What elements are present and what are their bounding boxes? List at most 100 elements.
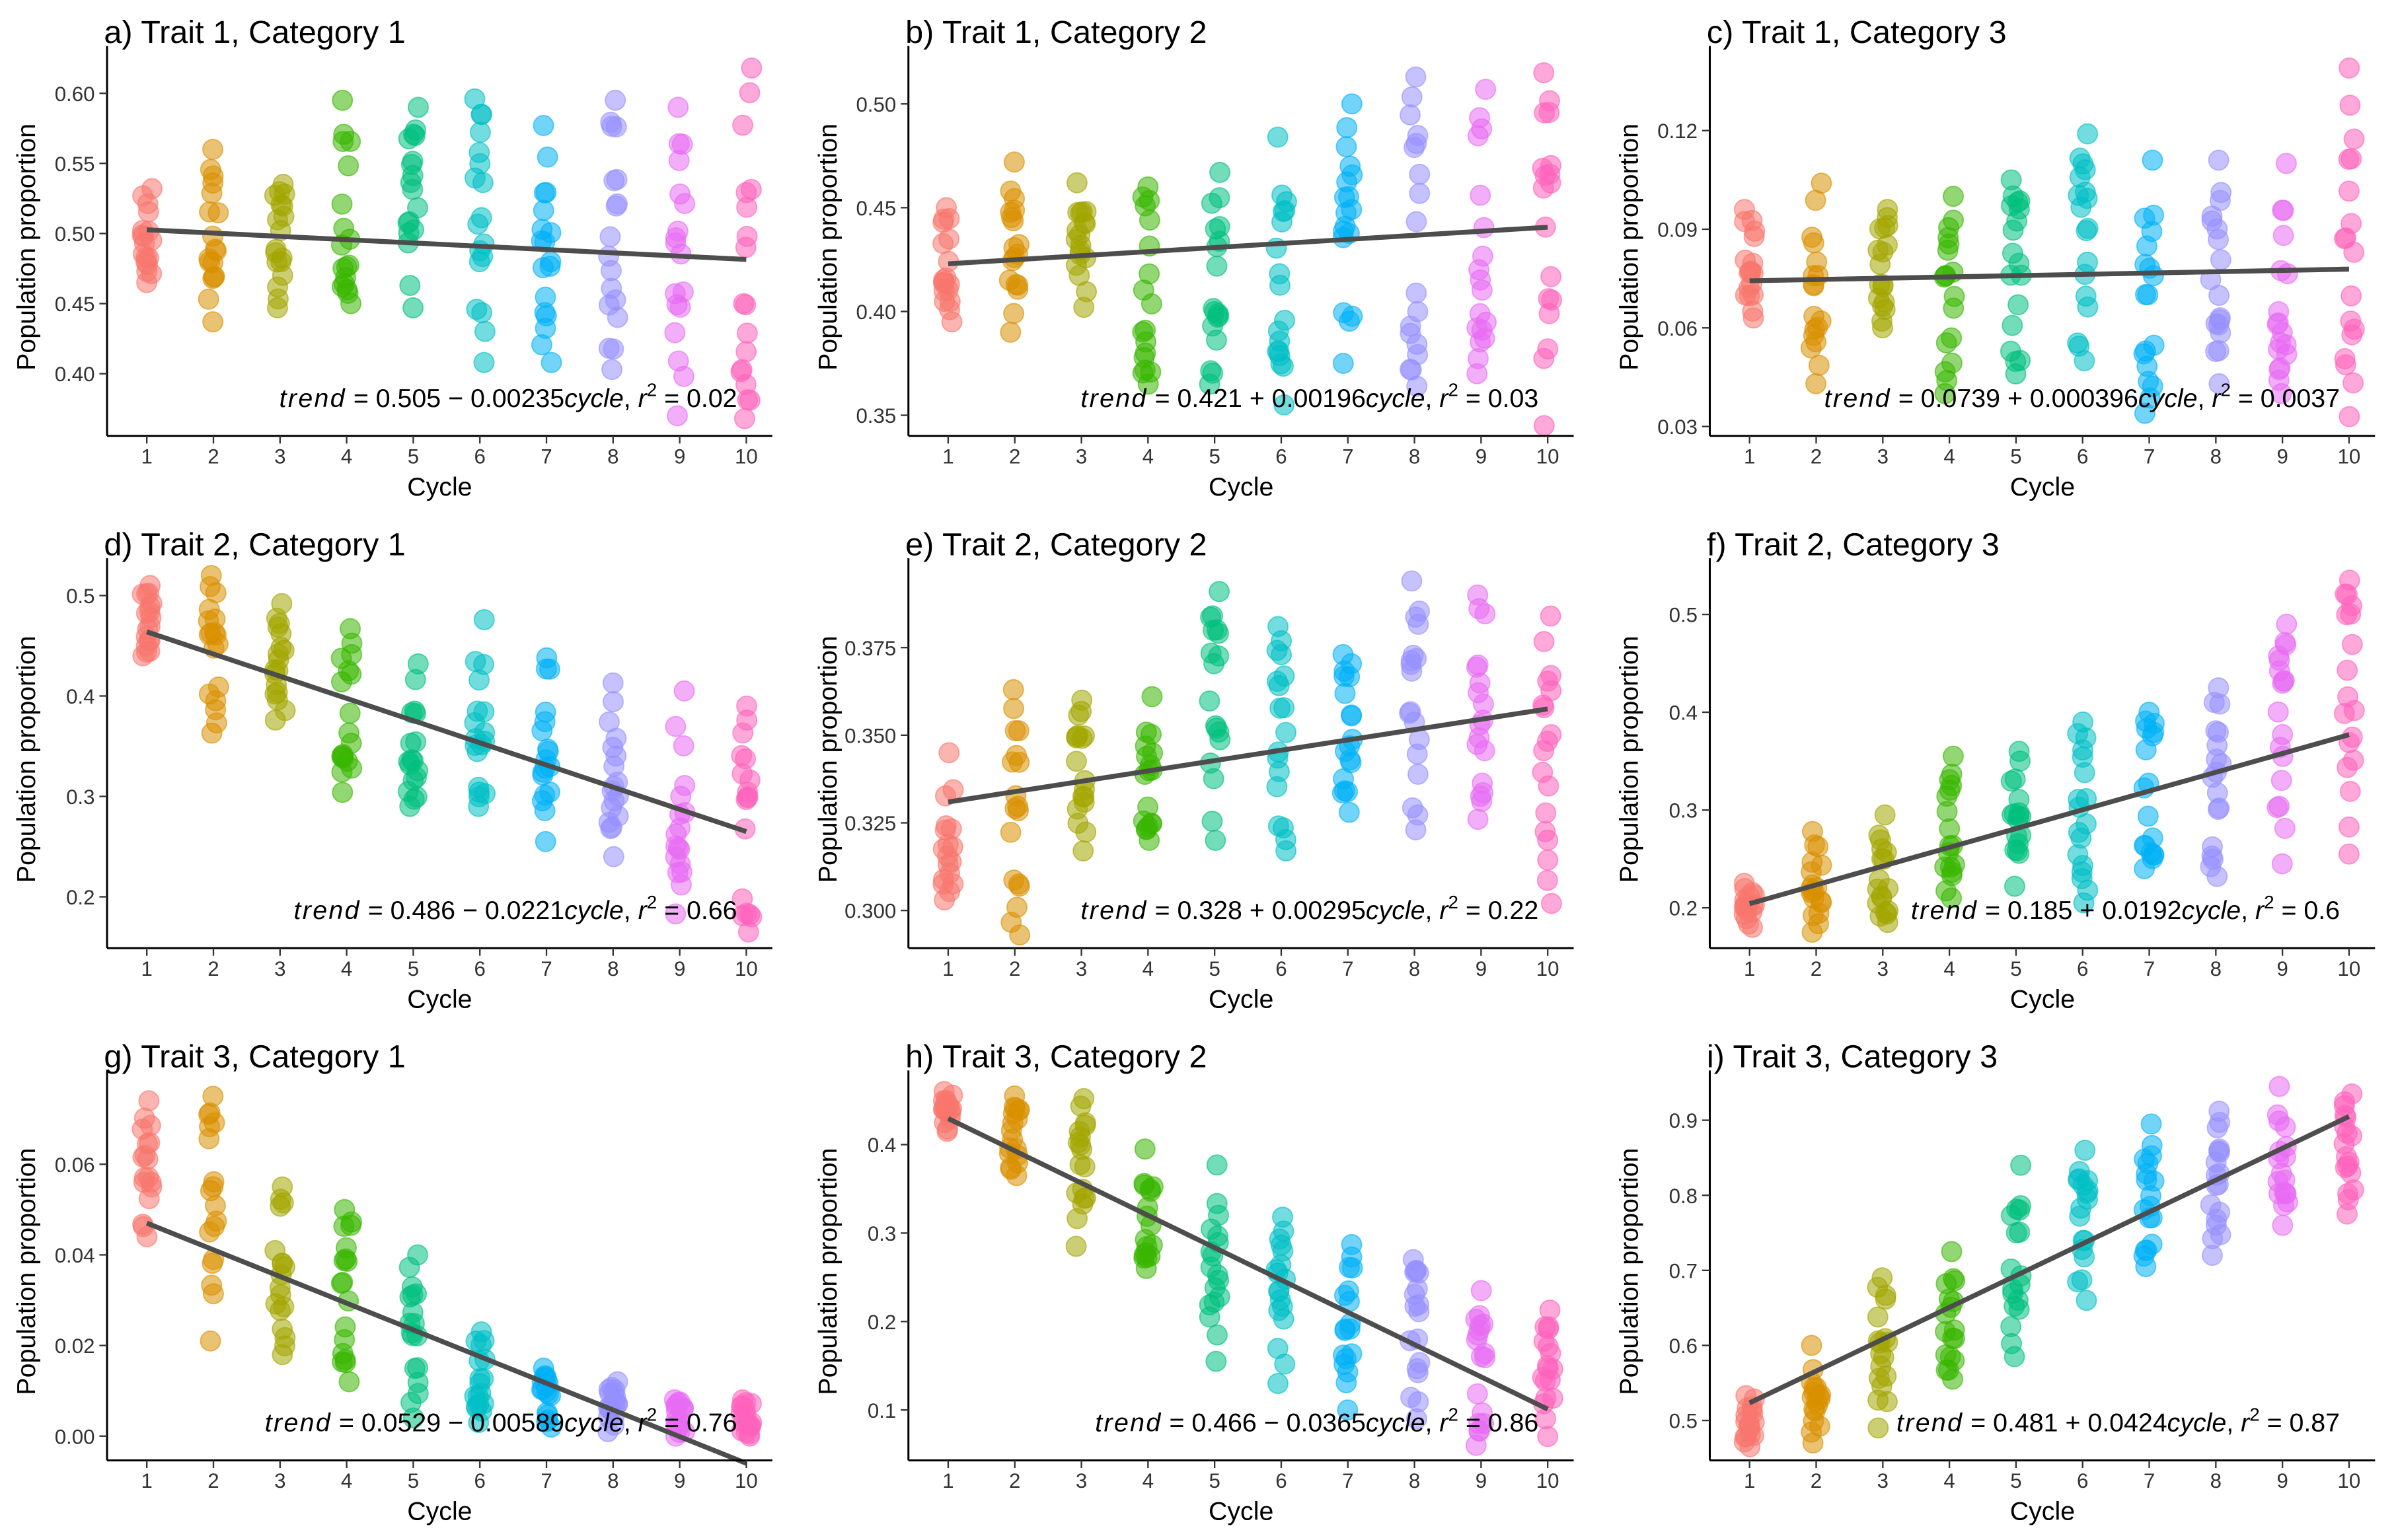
data-point: [2009, 1222, 2031, 1243]
data-point: [1075, 821, 1097, 843]
data-point: [1409, 1352, 1431, 1374]
y-tick-label: 0.00: [55, 1425, 95, 1448]
data-point: [205, 699, 227, 721]
data-point: [1470, 1280, 1492, 1302]
data-point: [1071, 689, 1093, 711]
data-point: [1405, 211, 1427, 233]
data-point: [1141, 686, 1163, 708]
data-point: [272, 174, 294, 196]
data-point: [1470, 184, 1491, 206]
x-tick-label: 1: [141, 1469, 152, 1492]
eq-trend: trend: [1896, 1408, 1963, 1437]
data-point: [1534, 821, 1556, 842]
data-point: [1401, 86, 1423, 108]
data-point: [673, 680, 695, 702]
data-point: [1000, 821, 1022, 843]
data-point: [1272, 1206, 1293, 1228]
data-point: [272, 1253, 293, 1274]
trend-line: [146, 629, 747, 834]
eq-equals: =: [361, 896, 391, 925]
data-point: [1139, 209, 1160, 231]
data-point: [1941, 1241, 1963, 1263]
data-point: [2074, 1140, 2096, 1161]
data-point: [1274, 1353, 1296, 1375]
data-point: [2339, 94, 2361, 116]
x-tick-label: 9: [1476, 445, 1487, 468]
eq-sign: +: [1242, 896, 1272, 925]
data-point: [1332, 353, 1354, 374]
data-point: [1209, 581, 1230, 603]
eq-r: r: [1439, 1408, 1449, 1437]
data-point: [1744, 221, 1766, 242]
data-point: [1002, 1103, 1024, 1124]
data-point: [1003, 303, 1025, 324]
data-point: [1739, 1418, 1760, 1439]
eq-r2: 0.66: [687, 896, 737, 925]
data-point: [1935, 332, 1957, 354]
data-point: [1267, 616, 1289, 638]
data-point: [2009, 1199, 2031, 1221]
eq-slope: 0.0192: [2102, 896, 2181, 925]
data-point: [1341, 93, 1363, 115]
x-tick-label: 6: [474, 957, 486, 980]
eq-intercept: 0.481: [1993, 1408, 2058, 1437]
y-tick-label: 0.55: [55, 153, 95, 176]
data-point: [1340, 752, 1362, 774]
data-point: [1206, 1154, 1228, 1176]
y-tick-label: 0.300: [844, 900, 896, 923]
y-tick-label: 0.03: [1657, 416, 1698, 439]
data-point: [339, 702, 361, 724]
data-point: [141, 178, 163, 200]
eq-comma: ,: [1425, 896, 1440, 925]
y-tick-label: 0.45: [856, 197, 896, 220]
data-point: [732, 114, 754, 136]
data-point: [267, 288, 289, 310]
data-point: [399, 275, 421, 297]
data-point: [2268, 359, 2290, 381]
eq-equals: =: [1148, 384, 1178, 413]
data-point: [603, 790, 625, 812]
y-tick-label: 0.45: [55, 293, 95, 316]
y-tick-label: 0.2: [66, 886, 94, 909]
data-point: [2272, 225, 2294, 246]
eq-r2: 0.02: [687, 384, 737, 413]
data-point: [1409, 182, 1431, 204]
x-tick-label: 4: [1943, 1469, 1955, 1492]
x-tick-label: 10: [2338, 445, 2361, 468]
eq-slope: 0.0221: [485, 896, 564, 925]
x-tick-label: 2: [1811, 445, 1822, 468]
data-point: [1333, 1344, 1354, 1366]
data-point: [665, 903, 687, 925]
data-point: [1209, 216, 1230, 237]
x-tick-label: 3: [274, 1469, 285, 1492]
eq-trend: trend: [1824, 384, 1891, 413]
data-point: [1805, 373, 1826, 394]
eq-var: cycle: [564, 896, 624, 925]
eq-equals2: =: [657, 384, 687, 413]
panel-title: a) Trait 1, Category 1: [104, 15, 405, 50]
data-point: [736, 322, 758, 344]
data-point: [2076, 188, 2098, 209]
data-point: [605, 195, 627, 217]
data-point: [335, 267, 357, 289]
data-point: [470, 1400, 492, 1422]
eq-intercept: 0.421: [1177, 384, 1242, 413]
data-point: [340, 131, 361, 153]
data-point: [2341, 324, 2363, 346]
data-point: [1871, 1375, 1892, 1397]
y-axis-label: Population proportion: [813, 124, 843, 371]
data-point: [667, 405, 688, 427]
data-point: [399, 1286, 421, 1308]
data-point: [404, 125, 426, 147]
data-point: [1073, 786, 1095, 808]
data-point: [271, 593, 293, 614]
data-point: [1205, 1350, 1227, 1372]
data-point: [1202, 362, 1224, 384]
data-point: [1071, 201, 1093, 223]
data-point: [537, 146, 558, 168]
y-axis-label: Population proportion: [813, 636, 843, 883]
data-point: [200, 1180, 221, 1202]
y-tick-label: 0.5: [1669, 604, 1698, 627]
data-point: [270, 636, 292, 658]
data-point: [1867, 1417, 1889, 1439]
